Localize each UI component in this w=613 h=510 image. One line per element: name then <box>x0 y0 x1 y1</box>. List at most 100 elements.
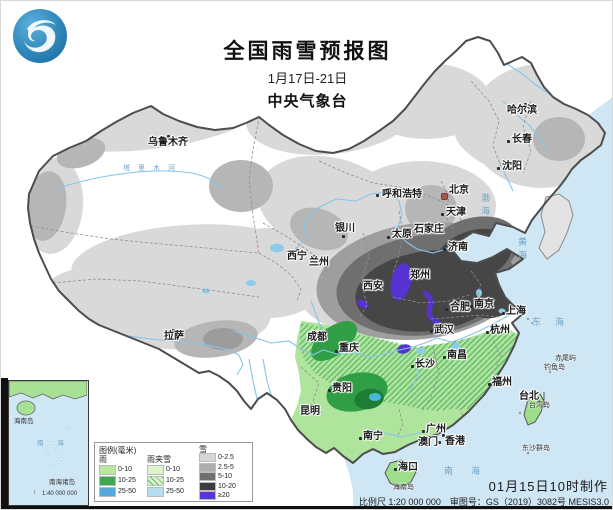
city-marker <box>171 328 175 332</box>
island-label: 台湾岛 <box>529 402 550 409</box>
city-label: 拉萨 <box>164 331 184 342</box>
capital-marker <box>441 193 448 200</box>
city-label: 太原 <box>392 229 412 240</box>
city-label: 兰州 <box>309 257 329 268</box>
city-label: 乌鲁木齐 <box>148 137 188 148</box>
island-label: 海南岛 <box>393 484 414 491</box>
city-marker <box>358 436 362 440</box>
city-label: 昆明 <box>300 406 320 417</box>
city-label: 西宁 <box>287 251 307 262</box>
city-marker <box>523 102 527 106</box>
city-label: 合肥 <box>450 302 470 313</box>
legend-swatch <box>199 491 216 500</box>
sea-label: 渤海 <box>480 193 490 219</box>
legend-group-label: 雨 <box>99 455 107 464</box>
legend-range: 10-25 <box>166 477 184 484</box>
city-label: 银川 <box>335 223 355 234</box>
city-label: 武汉 <box>434 325 454 336</box>
china-border <box>27 36 606 464</box>
city-marker <box>379 279 383 283</box>
city-marker <box>440 212 444 216</box>
city-label: 杭州 <box>490 325 510 336</box>
city-label: 广州 <box>426 424 446 435</box>
city-marker <box>506 139 510 143</box>
legend-swatch <box>199 462 216 472</box>
left-black-bar <box>1 378 8 509</box>
legend-box: 图例(毫米) 雨 0-10 10-25 25-50 雨夹雪 0-10 10-25 25-50 雪… <box>94 442 253 502</box>
korea-peninsula <box>538 193 574 260</box>
city-label: 台北 <box>519 391 539 402</box>
sea-label: 塔里木河 <box>123 165 183 172</box>
south-china-sea-inset: 海南岛 南 海 南海诸岛 ↑ 1:40 000 000 <box>8 380 89 506</box>
legend-range: 2.5-5 <box>218 463 234 471</box>
city-label: 南京 <box>474 299 494 310</box>
city-marker <box>418 268 422 272</box>
inset-map-graphic <box>9 381 87 467</box>
city-marker <box>469 304 473 308</box>
city-marker <box>536 398 540 402</box>
city-marker <box>341 234 345 238</box>
small-islands <box>518 317 563 455</box>
compass-icon: ↑ <box>33 489 37 496</box>
city-label: 石家庄 <box>414 224 444 235</box>
city-marker <box>386 235 390 239</box>
city-label: 天津 <box>446 207 466 218</box>
island-label: 东沙群岛 <box>522 445 550 452</box>
hainan-island <box>384 459 417 489</box>
city-label: 北京 <box>449 185 469 196</box>
city-marker <box>501 311 505 315</box>
city-marker <box>496 166 500 170</box>
legend-swatch <box>147 465 164 475</box>
city-marker <box>442 247 446 251</box>
city-marker <box>410 364 414 368</box>
legend-group-label: 雨夹雪 <box>147 455 171 464</box>
island-label: 钓鱼岛 <box>544 364 565 371</box>
legend-range: 10-20 <box>218 482 236 490</box>
legend-swatch <box>99 487 116 497</box>
city-label: 上海 <box>506 306 526 317</box>
production-time: 01月15日10时制作 <box>488 479 608 494</box>
legend-range: 0-10 <box>118 466 133 473</box>
city-marker <box>442 355 446 359</box>
legend-range: 0-2.5 <box>218 454 234 461</box>
sea-label: 东海 <box>532 317 579 327</box>
dragon-swirl-icon <box>24 20 56 53</box>
city-label: 西安 <box>363 281 383 292</box>
city-marker <box>437 440 441 444</box>
city-marker <box>375 193 379 197</box>
city-label: 济南 <box>448 242 468 253</box>
legend-range: 10-25 <box>118 477 136 484</box>
city-marker <box>327 388 331 392</box>
sea-label: 黄海 <box>517 237 527 263</box>
city-label: 重庆 <box>339 343 359 354</box>
inset-hainan-label: 海南岛 <box>14 418 34 425</box>
legend-title: 图例(毫米) <box>99 446 137 455</box>
legend-swatch <box>199 472 216 481</box>
city-label: 海口 <box>398 462 418 473</box>
city-marker <box>421 429 425 433</box>
inset-archipelago-label: 南海诸岛 <box>49 479 75 486</box>
cma-logo <box>13 9 67 63</box>
city-label: 贵阳 <box>332 383 352 394</box>
city-marker <box>166 134 170 138</box>
bottom-black-bar <box>1 506 612 509</box>
province-borders <box>30 80 532 438</box>
city-label: 成都 <box>307 332 327 343</box>
legend-range: 0-10 <box>166 466 181 473</box>
legend-swatch <box>199 481 216 491</box>
inset-scale: 1:40 000 000 <box>42 491 78 497</box>
legend-range: 25-50 <box>118 488 136 495</box>
city-marker <box>295 248 299 252</box>
city-label: 福州 <box>492 377 512 388</box>
legend-swatch <box>99 465 116 475</box>
city-label: 沈阳 <box>502 161 522 172</box>
legend-swatch <box>199 453 216 462</box>
city-marker <box>485 330 489 334</box>
city-label: 澳门 <box>418 437 438 448</box>
city-marker <box>393 467 397 471</box>
city-marker <box>309 403 313 407</box>
sea-area <box>343 97 612 509</box>
city-label: 哈尔滨 <box>507 105 537 116</box>
city-label: 长沙 <box>415 359 435 370</box>
